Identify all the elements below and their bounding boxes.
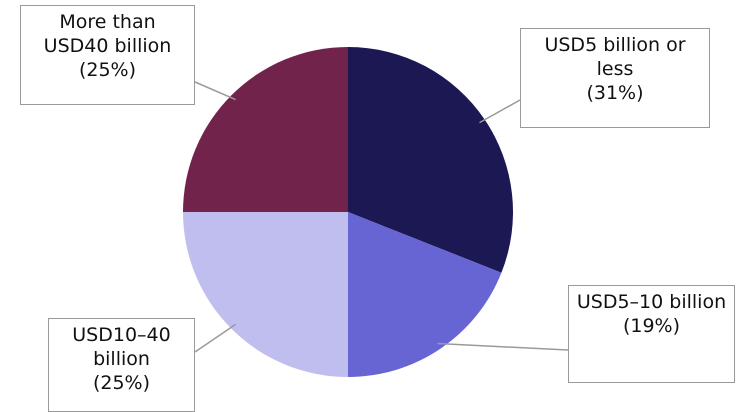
pie-slice [183,47,348,212]
value-label: (25%) [92,372,151,394]
label-box: USD5–10 billion (19%) [568,285,735,383]
label-box: More than USD40 billion (25%) [20,5,195,105]
category-label: More than USD40 billion [43,11,172,57]
pie-slice [348,47,513,273]
leader-line [479,99,521,124]
value-label: (25%) [78,59,137,81]
value-label: (31%) [586,82,644,104]
category-label: USD10–40 billion [72,324,171,370]
pie-slice [348,212,502,377]
leader-line [194,323,236,353]
pie-slice [183,212,348,377]
value-label: (19%) [622,315,681,337]
label-box: USD10–40 billion (25%) [48,318,195,412]
label-box: USD5 billion or less (31%) [520,28,710,128]
category-label: USD5 billion or less [544,34,686,80]
category-label: USD5–10 billion [576,291,727,313]
leader-line [437,342,569,351]
leader-line [194,81,236,101]
